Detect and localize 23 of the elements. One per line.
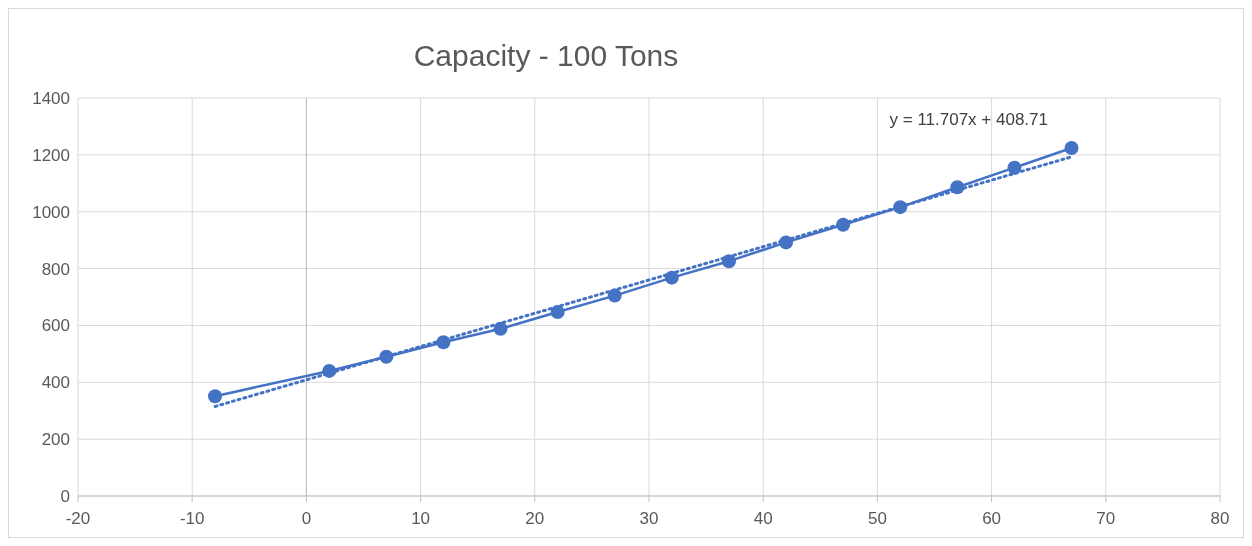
x-tick-label: 20 [525,509,545,528]
x-tick-label: 30 [639,509,659,528]
y-tick-label: 400 [41,373,70,393]
x-tick-label: 50 [867,509,887,528]
annotation: y = 11.707x + 408.71 [889,110,1048,130]
x-tick-label: 40 [753,509,773,528]
y-tick-label: 1000 [32,202,70,222]
y-tick-label: 0 [60,487,70,506]
x-tick-label: 80 [1210,509,1230,528]
y-tick-label: 1200 [32,145,70,165]
y-tick-label: 200 [41,430,70,450]
point [208,389,223,404]
y-tick-label: 1400 [32,89,70,108]
x-tick-label: 60 [982,509,1002,528]
x-tick-label: 10 [411,509,431,528]
point [1064,141,1079,156]
y-tick-label: 800 [41,259,70,279]
y-tick-label: 600 [41,316,70,336]
chart-title: Capacity - 100 Tons [413,39,679,72]
x-tick-label: -20 [65,509,91,528]
x-tick-label: -10 [179,509,205,528]
x-tick-label: 0 [301,509,312,528]
x-tick-label: 70 [1096,509,1116,528]
